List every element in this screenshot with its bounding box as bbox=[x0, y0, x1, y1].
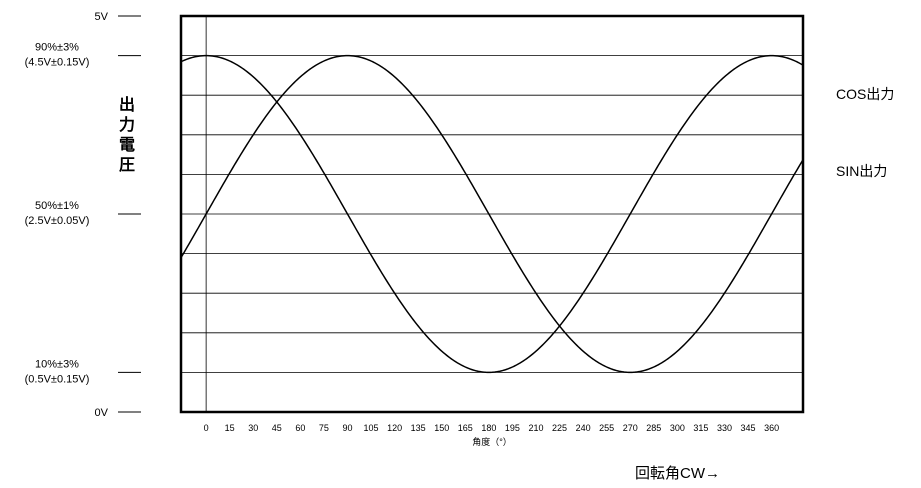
x-tick-label: 165 bbox=[458, 423, 473, 433]
x-tick-label: 45 bbox=[272, 423, 282, 433]
x-tick-label: 135 bbox=[411, 423, 426, 433]
y-axis-label: 5V bbox=[95, 11, 109, 23]
x-tick-label: 360 bbox=[764, 423, 779, 433]
x-tick-label: 120 bbox=[387, 423, 402, 433]
x-tick-label: 330 bbox=[717, 423, 732, 433]
x-tick-label: 315 bbox=[693, 423, 708, 433]
x-tick-label: 15 bbox=[225, 423, 235, 433]
plot-frame bbox=[179, 14, 805, 414]
legend-cos-output: COS出力 bbox=[836, 86, 894, 102]
x-tick-label: 60 bbox=[295, 423, 305, 433]
y-axis-label: (0.5V±0.15V) bbox=[25, 373, 90, 385]
x-tick-label: 225 bbox=[552, 423, 567, 433]
y-axis-label: 50%±1% bbox=[35, 200, 79, 212]
y-axis-label: 0V bbox=[95, 407, 109, 419]
y-axis-labels: 5V 90%±3% (4.5V±0.15V) 50%±1% (2.5V±0.05V) 10… bbox=[25, 11, 141, 419]
grid-lines bbox=[181, 16, 803, 412]
y-axis-title-char: 電 bbox=[119, 136, 135, 154]
x-tick-label: 180 bbox=[481, 423, 496, 433]
x-tick-label: 90 bbox=[342, 423, 352, 433]
curves bbox=[180, 54, 804, 374]
x-tick-label: 75 bbox=[319, 423, 329, 433]
y-axis-title-char: 出 bbox=[119, 95, 135, 114]
x-tick-label: 195 bbox=[505, 423, 520, 433]
x-tick-label: 300 bbox=[670, 423, 685, 433]
x-axis-tick-labels: 0 15 30 45 60 75 90 105 120 135 150 165 180 195 210 225… bbox=[204, 423, 779, 433]
cos-output-curve bbox=[180, 54, 804, 374]
sin-output-curve bbox=[180, 54, 804, 374]
x-tick-label: 270 bbox=[623, 423, 638, 433]
x-axis-label: 角度（°） bbox=[472, 436, 512, 447]
x-tick-label: 345 bbox=[741, 423, 756, 433]
x-tick-label: 285 bbox=[646, 423, 661, 433]
x-tick-label: 210 bbox=[528, 423, 543, 433]
y-axis-label: (2.5V±0.05V) bbox=[25, 215, 90, 227]
y-axis-title-char: 圧 bbox=[119, 156, 135, 174]
y-axis-label: 90%±3% bbox=[35, 42, 79, 54]
x-tick-label: 240 bbox=[576, 423, 591, 433]
y-axis-label: (4.5V±0.15V) bbox=[25, 57, 90, 69]
legend-sin-output: SIN出力 bbox=[836, 163, 887, 179]
x-tick-label: 255 bbox=[599, 423, 614, 433]
y-axis-title-char: 力 bbox=[119, 115, 135, 134]
y-axis-label: 10%±3% bbox=[35, 358, 79, 370]
rotation-direction-label: 回転角CW→ bbox=[635, 465, 720, 482]
x-tick-label: 105 bbox=[364, 423, 379, 433]
x-tick-label: 0 bbox=[204, 423, 209, 433]
x-tick-label: 30 bbox=[248, 423, 258, 433]
x-tick-label: 150 bbox=[434, 423, 449, 433]
